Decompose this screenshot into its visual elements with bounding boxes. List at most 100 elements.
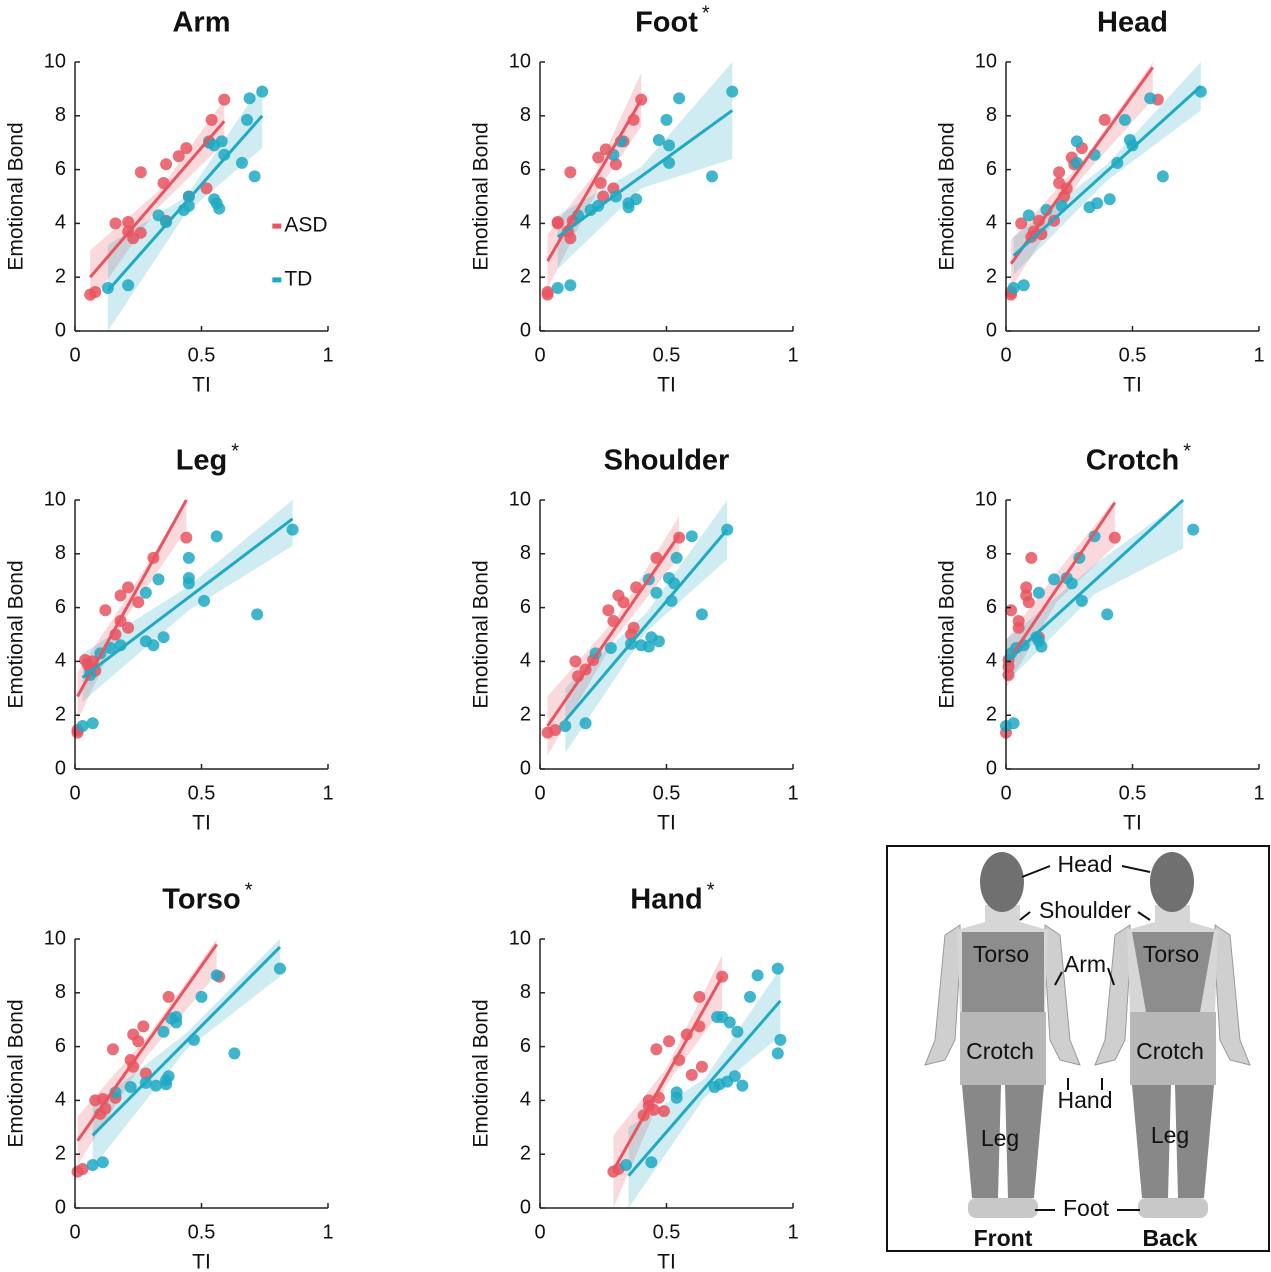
data-point <box>695 608 708 621</box>
y-tick-label: 4 <box>520 1089 531 1111</box>
x-tick-label: 0.5 <box>188 344 216 366</box>
data-point <box>122 279 135 292</box>
y-tick-label: 0 <box>986 319 997 341</box>
data-point <box>771 1047 784 1060</box>
fit-line <box>76 499 188 698</box>
data-point <box>182 551 195 564</box>
x-tick-label: 0.5 <box>653 1221 681 1243</box>
data-point <box>663 1035 676 1048</box>
confidence-band <box>1006 500 1184 683</box>
data-point <box>569 655 582 668</box>
y-axis-label: Emotional Bond <box>470 560 493 708</box>
fit-line <box>89 120 226 279</box>
data-point <box>162 990 175 1003</box>
label-back: Back <box>1143 1225 1198 1251</box>
data-point <box>726 85 739 98</box>
y-tick-label: 10 <box>44 927 66 949</box>
data-point <box>1002 668 1015 681</box>
confidence-band <box>82 500 293 702</box>
y-tick-label: 4 <box>986 650 997 672</box>
data-point <box>114 589 127 602</box>
data-point <box>650 586 663 599</box>
data-point <box>609 158 622 171</box>
leader <box>1054 971 1063 986</box>
label-head: Head <box>1058 851 1113 877</box>
data-point <box>86 1158 99 1171</box>
data-point <box>122 216 135 229</box>
fit-line <box>556 109 734 239</box>
label-torso: Torso <box>1143 941 1199 967</box>
fit-line <box>1004 498 1185 663</box>
crotch <box>960 1012 1046 1085</box>
data-point <box>620 1158 633 1171</box>
y-tick-label: 4 <box>55 212 66 234</box>
label-crotch: Crotch <box>966 1038 1034 1064</box>
data-point <box>1017 279 1030 292</box>
fit-line <box>91 946 281 1137</box>
data-point <box>695 1060 708 1073</box>
data-point <box>139 586 152 599</box>
data-point <box>235 156 248 169</box>
data-point <box>617 596 630 609</box>
x-tick-label: 0 <box>69 344 80 366</box>
y-tick-label: 2 <box>520 265 531 287</box>
data-point <box>564 166 577 179</box>
data-point <box>1070 135 1083 148</box>
data-point <box>1015 217 1028 230</box>
data-point <box>180 531 193 544</box>
data-point <box>200 182 213 195</box>
title-note: * <box>702 2 710 24</box>
y-axis-label: Emotional Bond <box>5 122 28 270</box>
subplot: 0 2 4 6 8 10 0 0.5 1 TI Emotional Bond Shoulder <box>470 445 799 835</box>
y-tick-label: 10 <box>509 927 531 949</box>
chart-title: Shoulder <box>604 445 730 477</box>
leader <box>1021 865 1051 878</box>
data-point <box>1144 92 1157 105</box>
y-tick-label: 6 <box>520 158 531 180</box>
label-leg: Leg <box>981 1125 1019 1151</box>
subplot: 0 2 4 6 8 10 0 0.5 1 TI Emotional Bond Torso * <box>5 879 334 1272</box>
data-point <box>243 92 256 105</box>
data-point <box>1035 640 1048 653</box>
fit-line <box>76 943 218 1142</box>
subplot: 0 2 4 6 8 10 0 0.5 1 TI Emotional Bond Foot * <box>470 2 799 396</box>
y-axis-label: Emotional Bond <box>936 560 959 708</box>
data-point <box>286 523 299 536</box>
data-point <box>124 1080 137 1093</box>
label-arm: Arm <box>1064 951 1106 977</box>
data-point <box>645 1156 658 1169</box>
y-tick-label: 0 <box>520 319 531 341</box>
label-hand: Hand <box>1058 1087 1113 1113</box>
data-point <box>1032 214 1045 227</box>
data-point <box>650 551 663 564</box>
data-point <box>670 551 683 564</box>
confidence-band <box>613 955 723 1208</box>
data-point <box>162 1070 175 1083</box>
x-tick-label: 0 <box>534 1221 545 1243</box>
y-tick-label: 0 <box>55 757 66 779</box>
data-point <box>771 962 784 975</box>
torso <box>1132 932 1214 1012</box>
x-axis-label: TI <box>657 1251 676 1272</box>
data-point <box>132 596 145 609</box>
legend-label: ASD <box>284 214 327 237</box>
chart-title: Torso <box>162 884 240 916</box>
data-point <box>147 639 160 652</box>
y-tick-label: 2 <box>520 1142 531 1164</box>
y-axis-label: Emotional Bond <box>470 122 493 270</box>
x-tick-label: 0.5 <box>1119 782 1147 804</box>
data-point <box>1187 523 1200 536</box>
front-figure <box>924 852 1081 1218</box>
data-point <box>549 723 562 736</box>
fit-line <box>612 975 724 1172</box>
feet <box>1138 1198 1208 1218</box>
y-tick-label: 8 <box>55 542 66 564</box>
y-tick-label: 10 <box>44 488 66 510</box>
data-point <box>579 717 592 730</box>
y-tick-label: 2 <box>986 703 997 725</box>
y-tick-label: 6 <box>986 158 997 180</box>
y-tick-label: 8 <box>986 542 997 564</box>
y-tick-label: 2 <box>55 1142 66 1164</box>
x-tick-label: 1 <box>322 1221 333 1243</box>
fit-line <box>81 517 294 679</box>
